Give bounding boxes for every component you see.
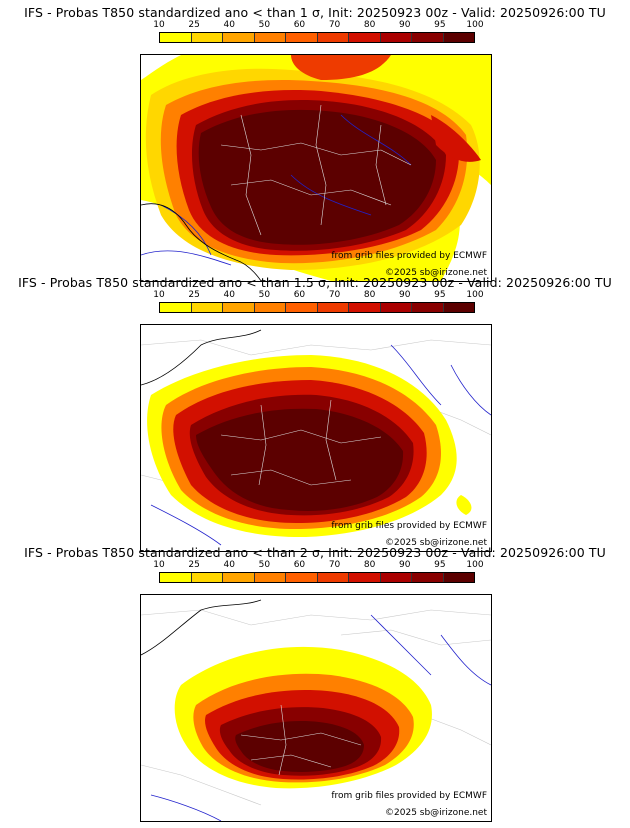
colorbar-tick-label: 10 — [153, 560, 165, 570]
data-source-credit: from grib files provided by ECMWF — [331, 521, 487, 531]
colorbar-segment — [254, 573, 286, 582]
panel-title: IFS - Probas T850 standardized ano < tha… — [18, 275, 612, 290]
colorbar-segment — [191, 303, 223, 312]
colorbar-tick-label: 50 — [258, 560, 271, 570]
probability-map-graphic — [141, 595, 491, 821]
colorbar-segment — [349, 303, 381, 312]
colorbar-tick-labels: 10 25 40 50 60 70 80 90 95 100 — [153, 290, 483, 301]
colorbar-tick-label: 90 — [399, 290, 411, 300]
colorbar-segment — [443, 573, 474, 582]
colorbar-tick-label: 40 — [223, 20, 235, 30]
colorbar-segment — [380, 33, 412, 42]
colorbar-tick-label: 90 — [399, 560, 411, 570]
colorbar-tick-label: 95 — [434, 20, 446, 30]
data-source-credit: from grib files provided by ECMWF — [331, 791, 487, 801]
colorbar-segment — [349, 33, 381, 42]
colorbar-tick-label: 50 — [258, 20, 271, 30]
colorbar-segment — [286, 573, 318, 582]
colorbar-tick-label: 80 — [363, 290, 376, 300]
colorbar-segment — [254, 33, 286, 42]
colorbar-segment — [317, 573, 349, 582]
colorbar-tick-label: 95 — [434, 290, 446, 300]
colorbar — [159, 572, 475, 583]
panel-title: IFS - Probas T850 standardized ano < tha… — [24, 545, 606, 560]
colorbar-segment — [412, 33, 444, 42]
colorbar-tick-label: 100 — [466, 290, 484, 300]
colorbar-segment — [191, 573, 223, 582]
colorbar-tick-label: 40 — [223, 290, 235, 300]
colorbar — [159, 302, 475, 313]
colorbar-tick-label: 70 — [328, 290, 341, 300]
colorbar-segment — [254, 303, 286, 312]
colorbar-tick-label: 60 — [293, 290, 306, 300]
colorbar-segment — [412, 573, 444, 582]
colorbar-tick-label: 25 — [188, 560, 200, 570]
colorbar-tick-labels: 10 25 40 50 60 70 80 90 95 100 — [153, 560, 483, 571]
probability-map: from grib files provided by ECMWF ©2025 … — [140, 54, 492, 282]
colorbar-tick-label: 25 — [188, 20, 200, 30]
probability-map-graphic — [141, 325, 491, 551]
colorbar-tick-labels: 10 25 40 50 60 70 80 90 95 100 — [153, 20, 483, 31]
colorbar-segment — [286, 303, 318, 312]
data-source-credit: from grib files provided by ECMWF — [331, 251, 487, 261]
map-panel-1: IFS - Probas T850 standardized ano < tha… — [0, 5, 630, 282]
colorbar-tick-label: 95 — [434, 560, 446, 570]
probability-map: from grib files provided by ECMWF ©2025 … — [140, 594, 492, 822]
probability-map: from grib files provided by ECMWF ©2025 … — [140, 324, 492, 552]
colorbar-segment — [223, 573, 255, 582]
colorbar-segment — [223, 303, 255, 312]
map-panel-2: IFS - Probas T850 standardized ano < tha… — [0, 275, 630, 552]
copyright-credit: ©2025 sb@irizone.net — [385, 268, 487, 278]
colorbar-tick-label: 60 — [293, 560, 306, 570]
colorbar-tick-label: 40 — [223, 560, 235, 570]
colorbar-segment — [412, 303, 444, 312]
colorbar-tick-label: 80 — [363, 20, 376, 30]
panel-title: IFS - Probas T850 standardized ano < tha… — [24, 5, 606, 20]
probability-map-graphic — [141, 55, 491, 281]
colorbar-segment — [160, 573, 192, 582]
copyright-credit: ©2025 sb@irizone.net — [385, 808, 487, 818]
colorbar-tick-label: 10 — [153, 20, 165, 30]
colorbar-segment — [443, 33, 474, 42]
colorbar-tick-label: 90 — [399, 20, 411, 30]
colorbar-segment — [349, 573, 381, 582]
colorbar-tick-label: 70 — [328, 560, 341, 570]
colorbar-segment — [317, 303, 349, 312]
map-panel-3: IFS - Probas T850 standardized ano < tha… — [0, 545, 630, 822]
colorbar-segment — [380, 573, 412, 582]
colorbar-segment — [317, 33, 349, 42]
colorbar-segment — [443, 303, 474, 312]
colorbar-tick-label: 60 — [293, 20, 306, 30]
colorbar-segment — [191, 33, 223, 42]
colorbar-tick-label: 100 — [466, 20, 484, 30]
colorbar-segment — [160, 303, 192, 312]
colorbar-segment — [160, 33, 192, 42]
colorbar — [159, 32, 475, 43]
colorbar-segment — [380, 303, 412, 312]
colorbar-segment — [286, 33, 318, 42]
copyright-credit: ©2025 sb@irizone.net — [385, 538, 487, 548]
colorbar-tick-label: 25 — [188, 290, 200, 300]
colorbar-tick-label: 10 — [153, 290, 165, 300]
colorbar-tick-label: 80 — [363, 560, 376, 570]
colorbar-segment — [223, 33, 255, 42]
colorbar-tick-label: 50 — [258, 290, 271, 300]
colorbar-tick-label: 100 — [466, 560, 484, 570]
colorbar-tick-label: 70 — [328, 20, 341, 30]
